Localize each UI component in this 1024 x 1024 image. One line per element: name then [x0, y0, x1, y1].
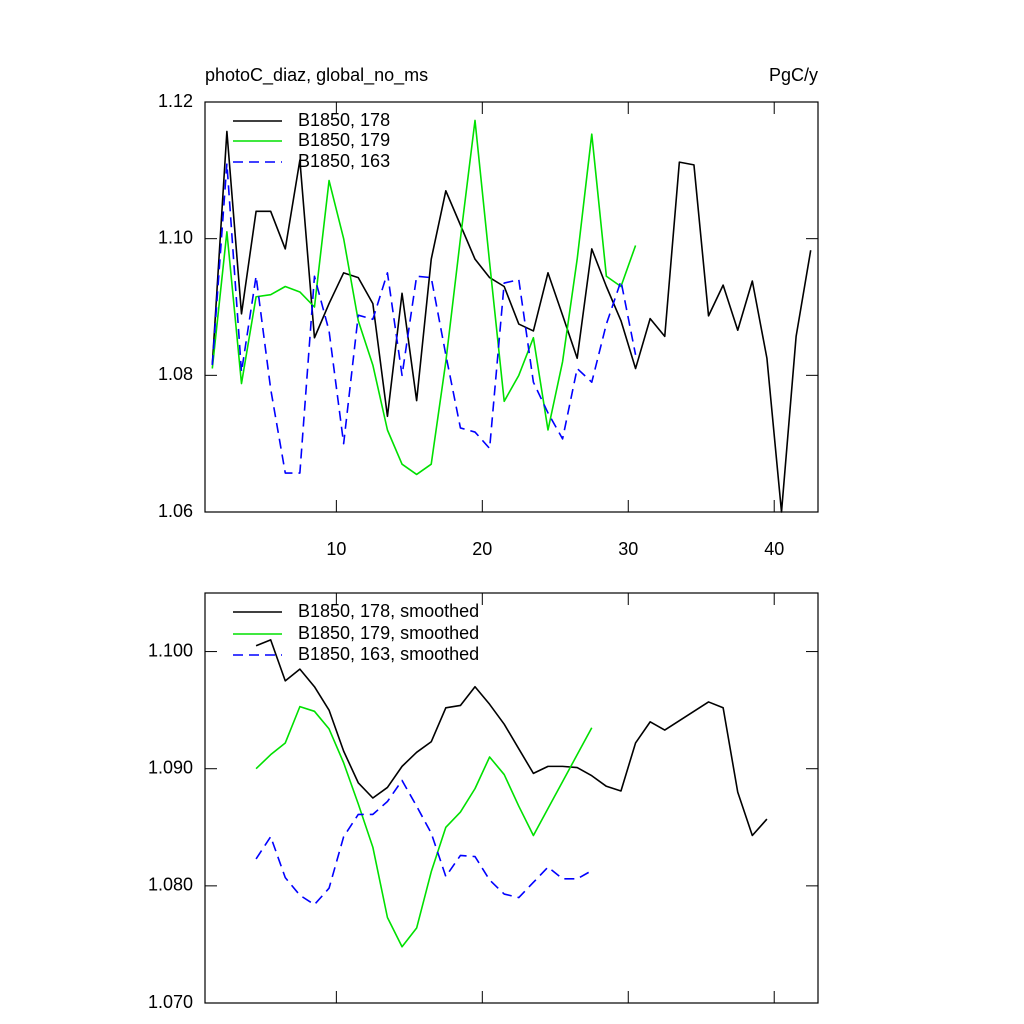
x-tick-label: 40	[764, 539, 784, 559]
plot-frame	[204, 101, 819, 513]
chart-title: photoC_diaz, global_no_ms	[205, 65, 428, 86]
y-tick-label: 1.12	[158, 91, 193, 111]
x-tick-label: 20	[472, 539, 492, 559]
y-tick-label: 1.08	[158, 364, 193, 384]
units-label: PgC/y	[769, 65, 818, 85]
series-line	[211, 162, 637, 474]
legend-label: B1850, 163	[298, 151, 390, 171]
plot: 1.070 1.080 1.090 1.100 B1850, 178, smoothed…	[148, 592, 819, 1012]
x-tick-label: 30	[618, 539, 638, 559]
plot-frame	[204, 592, 819, 1004]
legend-label: B1850, 179	[298, 130, 390, 150]
y-tick-label: 1.070	[148, 992, 193, 1012]
y-tick-label: 1.100	[148, 640, 193, 660]
legend-label: B1850, 178	[298, 110, 390, 130]
x-tick-label: 10	[326, 539, 346, 559]
legend-label: B1850, 179, smoothed	[298, 623, 479, 643]
y-tick-label: 1.06	[158, 501, 193, 521]
series-line	[255, 779, 593, 906]
y-tick-label: 1.090	[148, 757, 193, 777]
legend-label: B1850, 163, smoothed	[298, 644, 479, 664]
series-line	[211, 130, 812, 513]
series-line	[255, 705, 593, 948]
plot: photoC_diaz, global_no_ms PgC/y 1.06 1.08 1.…	[158, 65, 819, 559]
y-tick-label: 1.080	[148, 875, 193, 895]
legend-label: B1850, 178, smoothed	[298, 601, 479, 621]
series-line	[255, 639, 768, 837]
y-tick-label: 1.10	[158, 227, 193, 247]
series-line	[211, 119, 637, 476]
